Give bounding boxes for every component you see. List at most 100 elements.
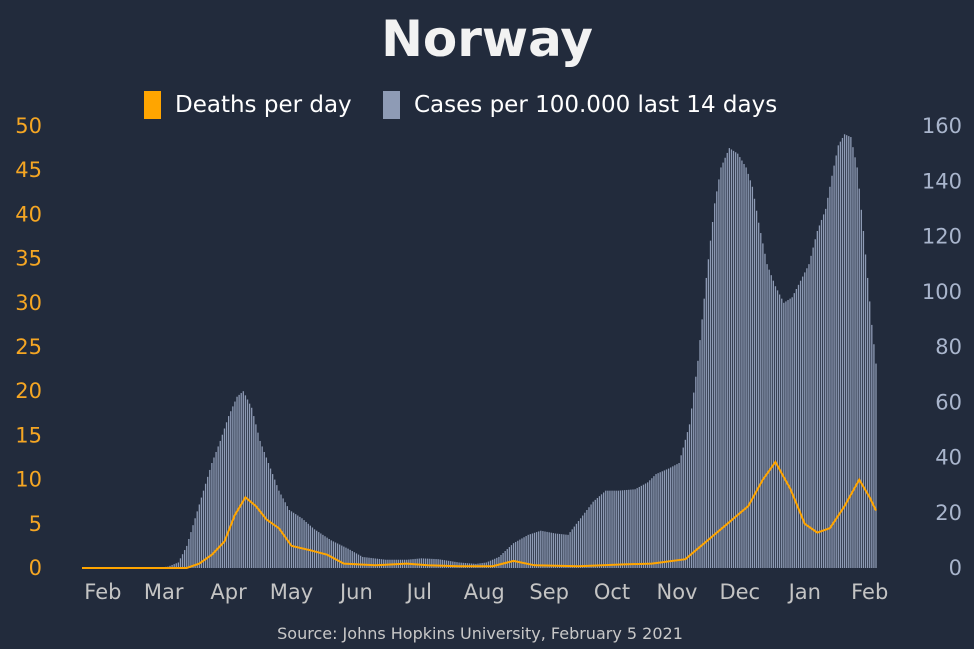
cases-bar bbox=[171, 564, 173, 568]
left-tick-label: 30 bbox=[15, 291, 42, 315]
cases-bar bbox=[701, 319, 703, 569]
cases-bar bbox=[433, 558, 435, 568]
cases-bar bbox=[223, 428, 226, 568]
cases-bar bbox=[244, 395, 247, 568]
right-tick-label: 0 bbox=[949, 556, 962, 580]
cases-bar bbox=[209, 469, 211, 568]
cases-bar bbox=[569, 532, 571, 568]
cases-bar bbox=[743, 163, 745, 569]
cases-bar bbox=[797, 284, 800, 568]
cases-bar bbox=[336, 543, 339, 568]
right-axis-ticks: 0 20 40 60 80 100 120 140 160 bbox=[922, 114, 962, 580]
cases-bar bbox=[332, 541, 335, 568]
cases-bar bbox=[848, 136, 850, 568]
x-tick-label: Mar bbox=[144, 580, 184, 604]
cases-bar bbox=[751, 186, 754, 568]
cases-bar bbox=[202, 490, 205, 568]
cases-bar bbox=[521, 538, 523, 568]
cases-bar bbox=[324, 536, 326, 568]
cases-bar bbox=[626, 489, 628, 568]
cases-bar bbox=[653, 476, 655, 568]
cases-bar bbox=[806, 268, 808, 568]
cases-bar bbox=[707, 259, 710, 568]
cases-bar bbox=[305, 521, 307, 568]
cases-bar bbox=[766, 264, 768, 569]
left-tick-label: 35 bbox=[15, 247, 42, 271]
cases-bar bbox=[364, 557, 366, 568]
left-tick-label: 40 bbox=[15, 202, 42, 226]
cases-bar bbox=[640, 485, 643, 568]
cases-bar bbox=[257, 432, 259, 568]
cases-bar bbox=[456, 562, 458, 568]
cases-bar bbox=[496, 557, 498, 568]
x-axis-ticks: Feb Mar Apr May Jun Jul Aug Sep Oct Nov Dec Jan Feb bbox=[84, 580, 888, 604]
cases-bar bbox=[322, 534, 324, 568]
source-note: Source: Johns Hopkins University, Februa… bbox=[277, 624, 683, 643]
cases-bar bbox=[535, 532, 538, 568]
cases-bar bbox=[839, 141, 842, 568]
cases-bar bbox=[248, 403, 251, 568]
cases-bar bbox=[714, 203, 716, 568]
cases-bar bbox=[605, 490, 607, 568]
cases-bar bbox=[295, 514, 297, 568]
cases-bar bbox=[718, 179, 720, 568]
cases-bar bbox=[297, 515, 299, 568]
cases-bar bbox=[789, 298, 791, 568]
cases-bar bbox=[561, 534, 563, 568]
cases-bar bbox=[665, 469, 668, 568]
cases-bar bbox=[274, 479, 276, 568]
cases-bar bbox=[829, 186, 831, 568]
cases-bar bbox=[586, 509, 588, 568]
cases-bar bbox=[548, 532, 550, 568]
cases-bar bbox=[758, 222, 760, 568]
cases-bar bbox=[372, 558, 374, 568]
cases-bar bbox=[286, 506, 288, 568]
deaths-line bbox=[82, 460, 877, 569]
cases-bar bbox=[489, 560, 492, 568]
cases-bar bbox=[366, 557, 368, 568]
cases-bar bbox=[219, 440, 221, 568]
cases-bar bbox=[349, 549, 351, 568]
cases-bar bbox=[429, 558, 431, 568]
cases-bar bbox=[437, 559, 439, 568]
cases-bar bbox=[686, 432, 689, 568]
cases-bar bbox=[303, 520, 305, 568]
cases-bar bbox=[732, 150, 735, 569]
cases-bar bbox=[506, 549, 508, 568]
cases-bar bbox=[827, 197, 829, 568]
cases-bar bbox=[810, 255, 812, 568]
cases-bar bbox=[600, 494, 603, 568]
cases-bar bbox=[200, 497, 203, 568]
cases-bar bbox=[588, 507, 590, 568]
cases-bar bbox=[615, 490, 617, 568]
cases-bar bbox=[772, 280, 774, 568]
cases-bar bbox=[299, 516, 301, 568]
cases-bar bbox=[431, 558, 433, 568]
cases-bar bbox=[328, 538, 330, 568]
x-tick-label: Oct bbox=[594, 580, 630, 604]
cases-bar bbox=[831, 175, 833, 569]
cases-bar bbox=[670, 467, 672, 568]
cases-bar bbox=[657, 473, 659, 568]
cases-bar bbox=[745, 167, 747, 568]
cases-bar bbox=[271, 474, 274, 568]
cases-bar bbox=[864, 254, 867, 568]
cases-bar bbox=[603, 492, 605, 568]
cases-bar bbox=[778, 294, 781, 568]
cases-bar bbox=[755, 210, 758, 568]
cases-bar bbox=[351, 551, 353, 568]
cases-bar bbox=[234, 401, 236, 568]
cases-bar bbox=[647, 482, 649, 568]
cases-bars bbox=[156, 134, 877, 569]
cases-bar bbox=[357, 554, 360, 568]
left-tick-label: 15 bbox=[15, 423, 42, 447]
cases-bar bbox=[215, 451, 217, 568]
cases-bar bbox=[571, 529, 573, 568]
left-tick-label: 0 bbox=[29, 556, 42, 580]
cases-bar bbox=[693, 392, 695, 568]
cases-bar bbox=[565, 534, 567, 568]
cases-bar bbox=[678, 463, 680, 568]
right-tick-label: 160 bbox=[922, 114, 962, 138]
cases-bar bbox=[255, 424, 257, 568]
cases-bar bbox=[238, 394, 240, 568]
